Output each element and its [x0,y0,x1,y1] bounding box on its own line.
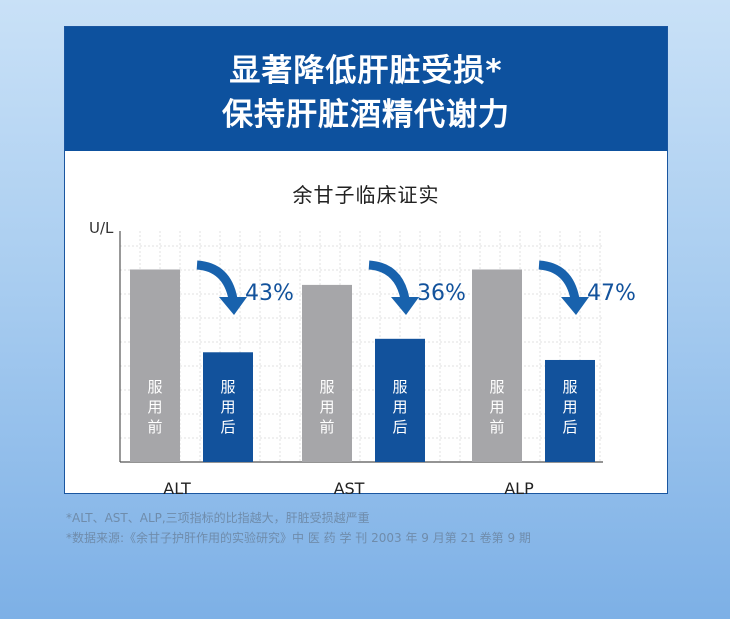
bar-after-alp [545,359,595,462]
bar-label-before: 用 [319,398,334,416]
headline-line-2: 保持肝脏酒精代谢力 [222,97,510,133]
reduction-percent-alt: 43% [245,281,294,306]
bar-label-before: 前 [147,418,162,436]
footnotes: *ALT、AST、ALP,三项指标的比指越大，肝脏受损越严重 *数据来源:《余甘… [66,508,531,548]
bar-label-after: 服 [220,378,235,396]
category-label-alp: ALP [504,479,534,497]
bar-label-after: 用 [220,398,235,416]
bar-label-after: 用 [562,398,577,416]
reduction-percent-ast: 36% [417,281,466,306]
reduction-arrowhead-icon [391,297,419,315]
category-label-alt: ALT [163,479,191,497]
footnote-1: *ALT、AST、ALP,三项指标的比指越大，肝脏受损越严重 [66,511,370,525]
bar-after-alt [203,352,253,462]
bar-label-before: 用 [489,398,504,416]
bar-label-before: 服 [319,378,334,396]
reduction-arrowhead-icon [219,297,247,315]
bar-before-ast [302,284,352,462]
reduction-arrow-icon [368,260,410,301]
reduction-arrow-icon [538,260,580,301]
footnote-2: *数据来源:《余甘子护肝作用的实验研究》中 医 药 学 刊 2003 年 9 月… [66,531,531,545]
bar-label-after: 后 [392,418,407,436]
header-banner: 显著降低肝脏受损* 保持肝脏酒精代谢力 [65,27,667,151]
y-axis-label: U/L [89,219,114,237]
bar-label-after: 后 [220,418,235,436]
chart-title: 余甘子临床证实 [292,183,440,207]
bar-label-after: 后 [562,418,577,436]
headline-line-1: 显著降低肝脏受损* [229,53,503,89]
bar-label-before: 用 [147,398,162,416]
bar-label-after: 服 [562,378,577,396]
category-label-ast: AST [334,479,365,497]
reduction-arrowhead-icon [561,297,589,315]
bar-label-before: 服 [489,378,504,396]
bar-label-before: 前 [319,418,334,436]
bar-after-ast [375,338,425,462]
bar-label-before: 服 [147,378,162,396]
bar-label-before: 前 [489,418,504,436]
bar-before-alp [472,269,522,462]
bar-before-alt [130,269,180,462]
reduction-arrow-icon [196,260,238,301]
reduction-percent-alp: 47% [587,281,636,306]
bar-label-after: 服 [392,378,407,396]
bar-label-after: 用 [392,398,407,416]
chart-card: 显著降低肝脏受损* 保持肝脏酒精代谢力 余甘子临床证实 U/L 服用前服用后 43%… [64,26,668,497]
